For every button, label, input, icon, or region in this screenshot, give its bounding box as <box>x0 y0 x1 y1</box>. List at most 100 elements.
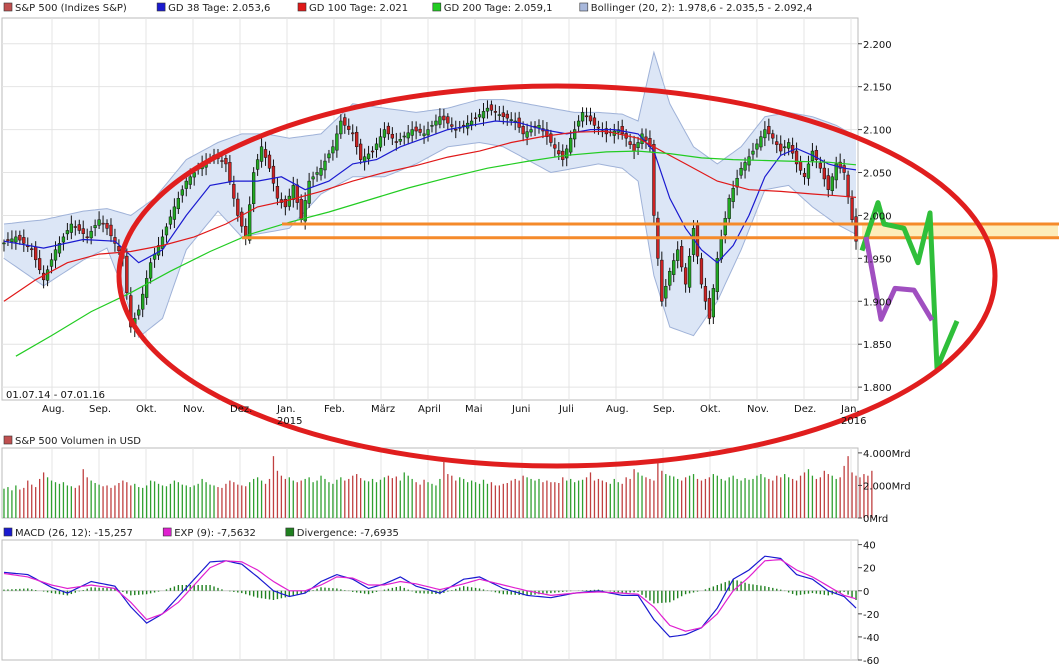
candle-body <box>402 135 406 138</box>
candle-body <box>295 184 299 203</box>
candle-body <box>838 161 842 169</box>
y-tick-label: -40 <box>863 633 879 644</box>
legend-swatch <box>162 527 172 537</box>
candle-body <box>236 198 240 216</box>
candle-body <box>691 228 696 255</box>
candle-body <box>97 219 101 226</box>
candle-body <box>525 131 529 138</box>
candle-body <box>636 142 640 148</box>
candle-body <box>715 258 719 292</box>
macd-legend-label: MACD (26, 12): -15,257 <box>15 528 133 539</box>
y-tick-label: -60 <box>863 656 879 667</box>
candle-body <box>291 185 295 200</box>
candle-body <box>406 132 410 139</box>
candle-body <box>676 249 680 261</box>
candle-body <box>351 132 355 135</box>
candle-body <box>319 167 323 176</box>
candle-body <box>105 223 109 229</box>
candle-body <box>430 125 434 127</box>
candle-body <box>565 148 569 159</box>
candle-body <box>652 144 656 216</box>
y-tick-label: 1.900 <box>863 297 892 308</box>
candle-body <box>343 117 347 126</box>
legend-swatch <box>156 2 166 12</box>
support-zone <box>862 224 1058 238</box>
candle-body <box>259 146 264 162</box>
macd-legend-label: EXP (9): -7,5632 <box>174 528 256 539</box>
x-tick-label: Dez. <box>230 404 252 415</box>
candle-body <box>101 222 105 225</box>
candle-body <box>129 295 133 328</box>
legend-swatch <box>297 2 307 12</box>
candle-body <box>580 112 585 122</box>
candle-body <box>438 116 442 125</box>
candle-body <box>53 249 58 261</box>
candle-body <box>850 197 854 220</box>
x-tick-label: Juni <box>511 404 530 415</box>
candle-body <box>311 176 315 180</box>
x-tick-label: Aug. <box>42 404 65 415</box>
candle-body <box>172 206 177 220</box>
y-tick-label: 1.800 <box>863 383 892 394</box>
highlight-ellipse <box>116 83 998 469</box>
legend-swatch <box>285 527 295 537</box>
bollinger-upper <box>3 50 857 225</box>
candle-body <box>442 115 446 121</box>
macd-line-macd <box>3 555 857 638</box>
candle-body <box>620 126 624 135</box>
candle-body <box>192 172 196 178</box>
candle-body <box>806 163 811 179</box>
candle-body <box>446 116 450 124</box>
candle-body <box>303 200 307 222</box>
y-tick-label: 2.000 <box>863 211 892 222</box>
ma-line-gd-100 <box>3 130 857 302</box>
candle-body <box>283 198 288 208</box>
candle-body <box>315 172 319 175</box>
candle-body <box>61 236 66 243</box>
candle-body <box>6 239 10 242</box>
candle-body <box>81 228 85 234</box>
candle-body <box>347 125 351 130</box>
candle-body <box>18 234 22 241</box>
candle-body <box>370 150 375 153</box>
candle-body <box>10 238 14 243</box>
candle-body <box>576 120 581 127</box>
candle-body <box>854 216 858 242</box>
candle-body <box>57 243 62 254</box>
candle-body <box>414 126 418 132</box>
candle-body <box>418 128 422 133</box>
candle-body <box>707 298 712 319</box>
date-range: 01.07.14 - 07.01.16 <box>6 390 105 401</box>
x-tick-label: Sep. <box>653 404 675 415</box>
x-tick-label: Dez. <box>794 404 816 415</box>
candle-body <box>592 117 597 126</box>
legend-swatch <box>3 527 13 537</box>
candle-body <box>755 143 759 150</box>
candle-body <box>786 142 791 149</box>
candle-body <box>668 270 672 286</box>
candle-body <box>569 137 573 153</box>
y-tick-label: 2.000Mrd <box>863 481 911 492</box>
candle-body <box>394 141 398 143</box>
candle-body <box>703 286 708 302</box>
candle-body <box>771 133 775 139</box>
candle-body <box>160 236 165 249</box>
candle-body <box>834 163 838 181</box>
legend-swatch <box>3 435 13 445</box>
candle-body <box>501 112 505 117</box>
candle-body <box>299 198 303 220</box>
candle-body <box>251 172 256 204</box>
candle-body <box>366 153 371 160</box>
y-tick-label: 2.200 <box>863 40 892 51</box>
candle-body <box>410 129 414 136</box>
candle-body <box>73 226 77 228</box>
projection-green <box>859 200 960 371</box>
candle-body <box>2 242 6 245</box>
candle-body <box>735 177 739 188</box>
candle-body <box>814 150 819 160</box>
candle-body <box>545 129 549 137</box>
candle-body <box>85 236 89 239</box>
x-tick-label: Jan. <box>276 404 296 415</box>
candle-body <box>529 129 533 133</box>
